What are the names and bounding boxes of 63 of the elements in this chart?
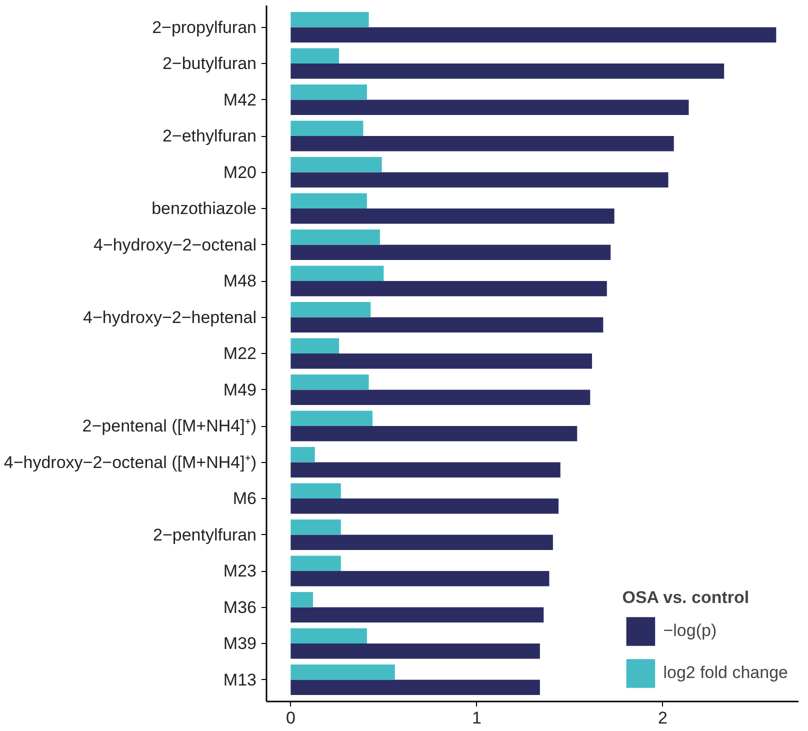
bar [290,462,560,478]
y-tick-label: M23 [223,562,257,580]
bar [290,664,395,680]
y-tick-label: M42 [223,90,257,110]
bar [290,266,384,281]
x-tick-label: 2 [658,708,668,728]
bar [290,390,590,405]
bar [290,680,540,695]
bar [290,338,340,354]
x-tick-label: 1 [472,708,482,728]
bar [290,607,544,622]
y-tick-label: 2−pentenal ([M+NH4]⁺) [82,416,257,436]
legend-label: −log(p) [663,621,717,641]
bar [290,48,340,64]
bar [290,100,689,115]
bar [290,244,611,260]
bar [290,571,550,586]
bar [290,410,373,426]
bar [290,592,314,608]
y-tick-label: benzothiazole [152,199,257,218]
y-tick-label: 4−hydroxy−2−heptenal [83,308,257,327]
bar [290,556,341,571]
bar [290,64,724,79]
bar [290,120,364,136]
bar [290,172,668,188]
y-tick-label: M13 [223,670,257,690]
y-tick-label: 2−pentylfuran [153,525,257,544]
bar [290,136,674,152]
bar [290,520,341,535]
bar [290,374,369,390]
bar [290,208,614,224]
y-tick-label: M6 [232,489,257,508]
bar [290,644,540,659]
bar [290,302,371,318]
bar [290,426,578,442]
y-tick-label: M22 [223,344,257,363]
y-tick-label: 4−hydroxy−2−octenal [93,235,257,254]
bar [290,534,553,550]
legend-title: OSA vs. control [622,588,750,608]
y-tick-label: M49 [223,380,257,400]
y-tick-label: M20 [223,162,257,182]
bar [290,157,382,172]
y-tick-label: 2−butylfuran [162,54,257,73]
y-tick-label: M39 [223,634,257,653]
bar [290,498,559,514]
y-tick-label: 2−ethylfuran [162,126,257,146]
bar [290,193,367,208]
bar [290,483,341,498]
bar [290,12,369,28]
y-tick-label: 4−hydroxy−2−octenal ([M+NH4]⁺) [4,452,256,472]
bar [290,354,592,369]
legend-label: log2 fold change [663,663,788,683]
y-tick-label: 2−propylfuran [152,18,257,37]
y-tick-label: M36 [223,598,257,617]
bar [290,281,607,296]
bar [290,628,367,644]
bar [290,230,380,245]
bar [290,27,776,42]
y-tick-label: M48 [223,272,257,290]
bar [290,317,604,332]
bar [290,447,315,462]
x-tick-label: 0 [286,708,296,728]
bar [290,84,367,100]
